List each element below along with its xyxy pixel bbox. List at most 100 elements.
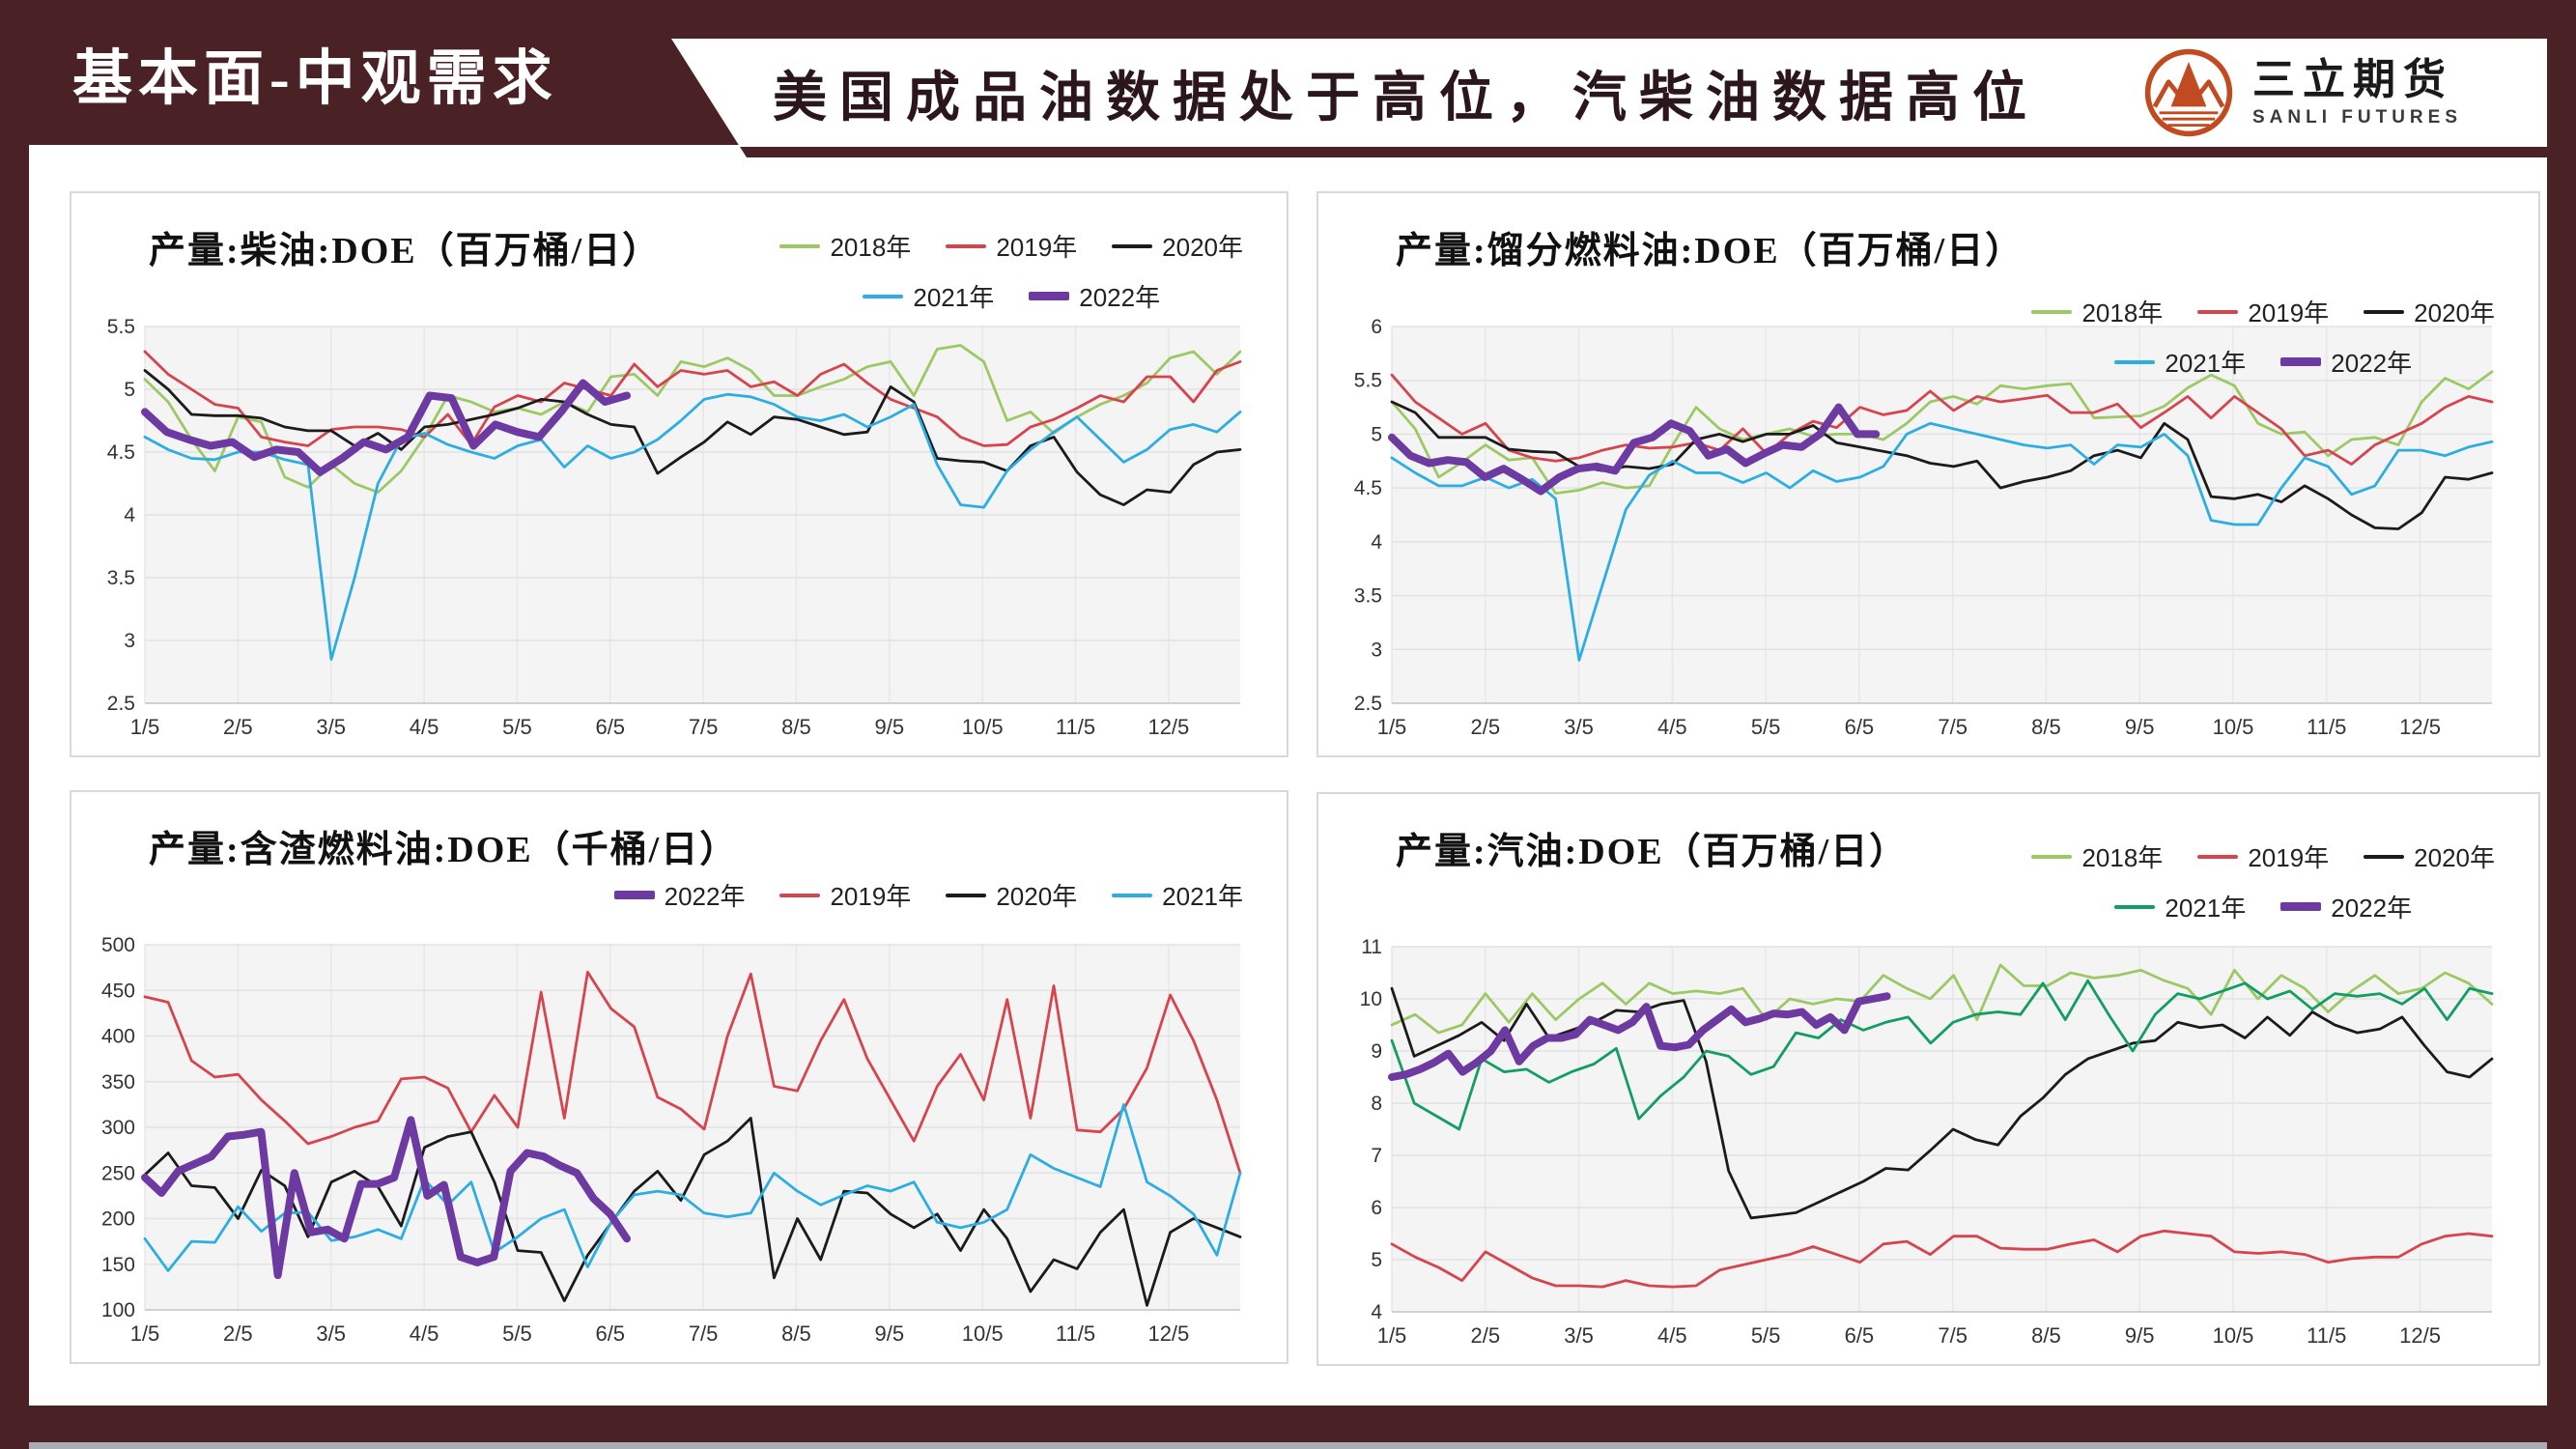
legend-swatch (2031, 854, 2073, 859)
chart-canvas: 1/5 2/5 3/5 4/5 5/5 6/5 7/5 8/5 9/5 10/5 11/5 12/5 4… (1360, 937, 2494, 1348)
legend-swatch (613, 891, 655, 899)
y-tick-label: 6 (1371, 317, 1382, 338)
y-tick-label: 3 (124, 630, 135, 652)
y-tick-label: 5 (124, 379, 135, 401)
x-tick-label: 1/5 (1377, 715, 1407, 739)
chart-title: 产量:汽油:DOE（百万桶/日） (1396, 832, 1909, 872)
x-tick-label: 8/5 (781, 715, 811, 739)
series-line-2022年 (141, 379, 631, 476)
y-tick-label: 10 (1360, 988, 1382, 1010)
x-tick-label: 1/5 (130, 715, 160, 739)
legend-row: 2021年 2022年 (2114, 889, 2412, 924)
series-line-2020年 (1390, 400, 2494, 530)
y-tick-label: 500 (101, 935, 135, 956)
x-tick-label: 4/5 (1657, 715, 1687, 739)
x-tick-label: 2/5 (223, 1321, 253, 1346)
x-tick-label: 4/5 (1657, 1323, 1687, 1348)
x-tick-label: 2/5 (1470, 1323, 1500, 1348)
chart-plot: 1/5 2/5 3/5 4/5 5/5 6/5 7/5 8/5 9/5 10/5 11/5 12/5 1… (83, 935, 1273, 1354)
panel-distillate-output: 产量:馏分燃料油:DOE（百万桶/日） 2018年 2019年 2020年 2021年… (1316, 191, 2540, 757)
legend-label: 2018年 (830, 233, 912, 262)
x-tick-label: 12/5 (2399, 1323, 2441, 1348)
y-tick-label: 4.5 (107, 441, 135, 464)
series-line-2021年 (143, 1102, 1242, 1272)
y-tick-label: 400 (101, 1026, 135, 1048)
y-tick-label: 450 (101, 980, 135, 1002)
logo-name-cn: 三立期货 (2252, 55, 2453, 103)
x-tick-label: 1/5 (130, 1321, 160, 1346)
legend-item: 2020年 (1112, 228, 1243, 264)
legend-item: 2018年 (2031, 838, 2163, 874)
x-tick-label: 10/5 (2213, 1323, 2254, 1348)
x-tick-label: 7/5 (1938, 715, 1967, 739)
legend-swatch (2031, 309, 2073, 314)
y-tick-label: 5 (1371, 1249, 1382, 1271)
legend-swatch (2364, 309, 2405, 314)
series-line-2022年 (1388, 992, 1891, 1081)
legend-label: 2019年 (830, 882, 912, 911)
series-line-2020年 (1390, 986, 2494, 1220)
legend-swatch (2114, 904, 2156, 909)
y-tick-label: 4 (1371, 531, 1382, 554)
x-tick-label: 3/5 (1564, 715, 1594, 739)
x-tick-label: 6/5 (595, 715, 625, 739)
legend-swatch (2197, 854, 2239, 859)
slide-title: 美国成品油数据处于高位，汽柴油数据高位 (773, 68, 2039, 128)
title-band: 美国成品油数据处于高位，汽柴油数据高位 三立期货 SANLI FUTURES (671, 39, 2547, 157)
series-line-2022年 (1388, 403, 1881, 496)
legend-item: 2022年 (613, 877, 746, 913)
series-line-2019年 (143, 970, 1242, 1175)
x-tick-label: 6/5 (1845, 715, 1875, 739)
y-tick-label: 6 (1371, 1197, 1382, 1219)
chart-title: 产量:柴油:DOE（百万桶/日） (149, 231, 662, 271)
y-tick-label: 2.5 (1354, 693, 1382, 715)
legend-row: 2018年 2019年 2020年 (2031, 838, 2495, 874)
logo-text: 三立期货 SANLI FUTURES (2252, 55, 2462, 128)
series-line-2022年 (141, 1116, 631, 1280)
y-tick-label: 200 (101, 1208, 135, 1231)
legend-label: 2022年 (1079, 283, 1161, 312)
chart-legend: 2018年 2019年 2020年 2021年 2022年 (2031, 838, 2495, 924)
panel-gasoline-output: 产量:汽油:DOE（百万桶/日） 2018年 2019年 2020年 2021年 202… (1316, 792, 2540, 1366)
x-tick-label: 12/5 (2399, 715, 2441, 739)
y-tick-label: 3 (1371, 639, 1382, 661)
legend-label: 2019年 (996, 233, 1078, 262)
series-line-2021年 (143, 392, 1242, 661)
logo-mountain-icon (2144, 48, 2233, 137)
x-tick-label: 12/5 (1147, 715, 1189, 739)
y-tick-label: 150 (101, 1254, 135, 1276)
y-tick-label: 9 (1371, 1040, 1382, 1063)
x-tick-label: 7/5 (689, 1321, 719, 1346)
legend-label: 2019年 (2248, 843, 2330, 872)
series-line-2019年 (1390, 1229, 2494, 1289)
x-tick-label: 10/5 (962, 1321, 1004, 1346)
panel-diesel-output: 产量:柴油:DOE（百万桶/日） 2018年 2019年 2020年 2021年 202… (70, 191, 1288, 757)
legend-swatch (1112, 243, 1153, 248)
series-line-2018年 (1390, 963, 2494, 1035)
legend-label: 2022年 (664, 882, 746, 911)
legend-item: 2022年 (1029, 278, 1160, 314)
chart-canvas: 1/5 2/5 3/5 4/5 5/5 6/5 7/5 8/5 9/5 10/5 11/5 12/5 2… (1354, 317, 2494, 739)
legend-swatch (863, 294, 904, 298)
x-tick-label: 5/5 (502, 1321, 532, 1346)
legend-swatch (946, 893, 987, 897)
header-band: 基本面-中观需求 美国成品油数据处于高位，汽柴油数据高位 三立期货 SANLI … (0, 0, 2576, 157)
footer-bar (0, 1406, 2576, 1442)
y-tick-label: 2.5 (107, 693, 135, 715)
legend-item: 2020年 (2364, 838, 2495, 874)
y-tick-label: 4 (124, 504, 135, 526)
x-tick-label: 10/5 (962, 715, 1004, 739)
x-tick-label: 8/5 (781, 1321, 811, 1346)
y-tick-label: 300 (101, 1117, 135, 1139)
chart-plot: 1/5 2/5 3/5 4/5 5/5 6/5 7/5 8/5 9/5 10/5 11/5 12/5 2… (1330, 317, 2525, 748)
x-tick-label: 8/5 (2031, 715, 2061, 739)
y-tick-label: 3.5 (1354, 585, 1382, 608)
x-tick-label: 3/5 (316, 715, 346, 739)
legend-swatch (2197, 309, 2239, 314)
y-tick-label: 5 (1371, 423, 1382, 445)
company-logo: 三立期货 SANLI FUTURES (2142, 46, 2462, 139)
x-tick-label: 7/5 (1938, 1323, 1967, 1348)
x-tick-label: 11/5 (1056, 715, 1095, 739)
x-tick-label: 4/5 (410, 715, 439, 739)
